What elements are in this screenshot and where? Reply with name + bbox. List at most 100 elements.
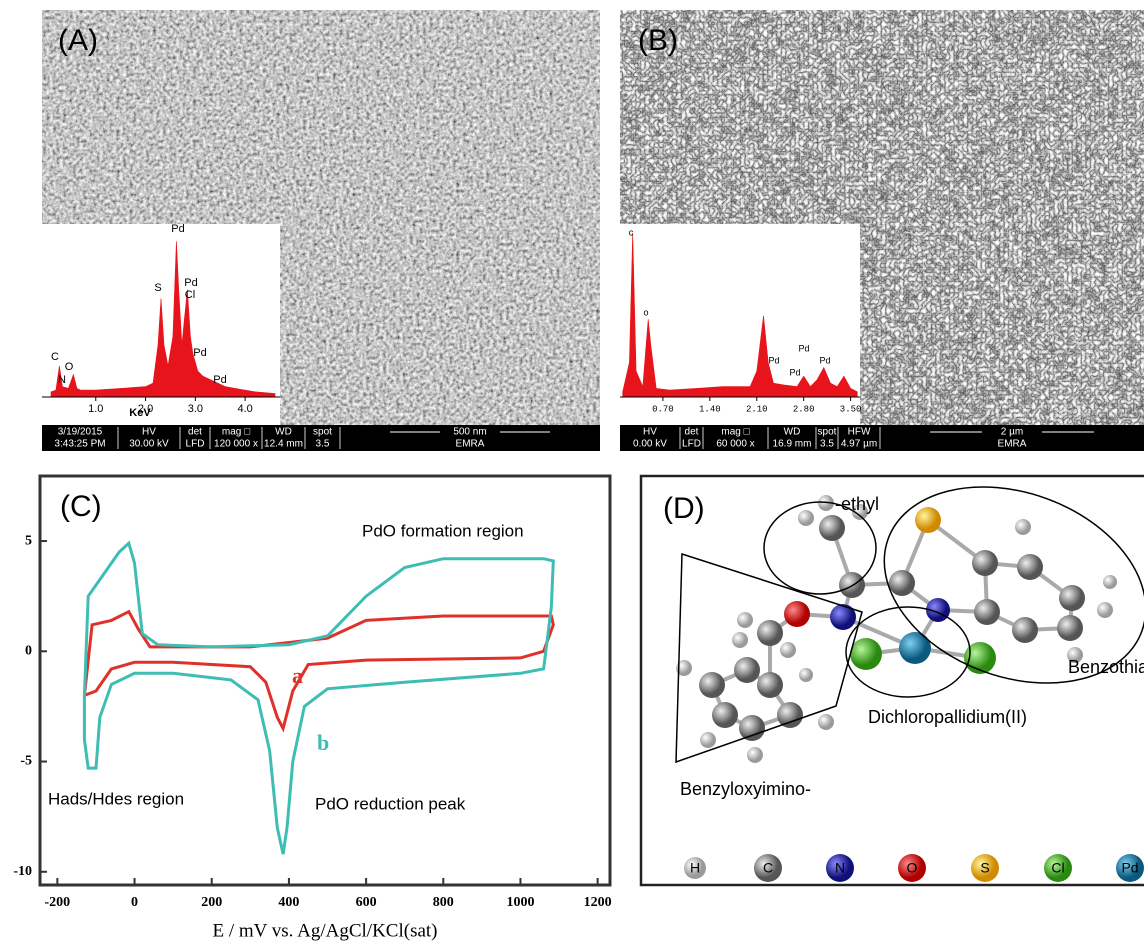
peak-label: Pd: [193, 347, 206, 359]
annotation: PdO formation region: [362, 521, 524, 540]
atom: [1059, 585, 1085, 611]
atom: [798, 510, 814, 526]
info-value: 30.00 kV: [129, 439, 169, 450]
lab-name: EMRA: [456, 439, 485, 450]
legend-label: Pd: [1121, 860, 1138, 876]
info-label: mag □: [222, 427, 250, 438]
atom: [1012, 617, 1038, 643]
plot-frame: [40, 476, 610, 885]
atom: [747, 747, 763, 763]
scale-bar-label: 2 µm: [1001, 427, 1023, 438]
peak-label: c: [629, 227, 634, 237]
y-tick-label: 5: [25, 533, 32, 548]
atom: [737, 612, 753, 628]
lab-name: EMRA: [998, 439, 1027, 450]
x-tick-label: 1.40: [699, 404, 721, 414]
legend-label: N: [835, 860, 845, 876]
atom: [757, 672, 783, 698]
info-label: mag □: [721, 427, 749, 438]
peak-label: Pd: [184, 277, 197, 289]
atom: [712, 702, 738, 728]
peak-label: Pd: [789, 367, 800, 377]
atom: [1015, 519, 1031, 535]
series-label: a: [292, 663, 303, 688]
atom: [700, 732, 716, 748]
atom: [889, 570, 915, 596]
group-label: Dichloropallidium(II): [868, 707, 1027, 727]
atom: [734, 657, 760, 683]
atom: [818, 714, 834, 730]
legend-label: H: [690, 860, 700, 876]
info-value: LFD: [186, 439, 205, 450]
group-label: -ethyl: [835, 494, 879, 514]
info-value: 3:43:25 PM: [54, 439, 105, 450]
x-tick-label: 0.70: [652, 404, 674, 414]
info-label: det: [188, 427, 202, 438]
atom: [1103, 575, 1117, 589]
info-label: spot: [313, 427, 332, 438]
y-tick-label: 0: [25, 644, 32, 659]
peak-label: C: [51, 351, 59, 363]
info-label: WD: [784, 427, 801, 438]
series-label: b: [317, 730, 329, 755]
annotation: PdO reduction peak: [315, 794, 466, 813]
atom: [850, 638, 882, 670]
peak-label: S: [154, 282, 161, 294]
info-label: HFW: [848, 427, 871, 438]
atom: [739, 715, 765, 741]
info-label: WD: [275, 427, 292, 438]
x-tick-label: 3.50: [840, 404, 862, 414]
legend-label: O: [907, 860, 918, 876]
atom: [1017, 554, 1043, 580]
info-value: 120 000 x: [214, 439, 258, 450]
peak-label: Pd: [171, 223, 184, 235]
info-value: 12.4 mm: [264, 439, 303, 450]
group-label: Benzyloxyimino-: [680, 779, 811, 799]
x-tick-label: 2.10: [746, 404, 768, 414]
atom: [915, 507, 941, 533]
x-tick-label: 1200: [584, 895, 612, 910]
figure: -ethyl Benzothiazole Dichloropallidium(II)…: [0, 0, 1144, 946]
atom: [899, 632, 931, 664]
group-label: Benzothiazole: [1068, 657, 1144, 677]
atom: [1057, 615, 1083, 641]
peak-label: Pd: [213, 374, 226, 386]
y-tick-label: -10: [13, 864, 32, 879]
atom: [819, 515, 845, 541]
info-value: 3.5: [316, 439, 330, 450]
panel-label: (D): [663, 492, 705, 525]
peak-label: Pd: [768, 355, 779, 365]
x-tick-label: 200: [201, 895, 222, 910]
peak-label: Pd: [798, 343, 809, 353]
x-axis-label: E / mV vs. Ag/AgCl/KCl(sat): [212, 920, 437, 941]
legend-label: C: [763, 860, 773, 876]
info-label: HV: [643, 427, 657, 438]
legend-label: S: [980, 860, 989, 876]
info-value: 3.5: [820, 439, 834, 450]
peak-label: Cl: [185, 289, 195, 301]
x-tick-label: 4.0: [237, 403, 252, 415]
atom: [799, 668, 813, 682]
atom: [1097, 602, 1113, 618]
annotation: Hads/Hdes region: [48, 789, 184, 808]
atom: [972, 550, 998, 576]
info-value: LFD: [682, 439, 701, 450]
atom: [732, 632, 748, 648]
panel-label: (C): [60, 490, 102, 523]
scale-bar-label: 500 nm: [453, 427, 486, 438]
atom: [830, 604, 856, 630]
x-tick-label: 600: [356, 895, 377, 910]
x-tick-label: 1.0: [88, 403, 103, 415]
x-tick-label: 1000: [506, 895, 534, 910]
peak-label: N: [58, 374, 66, 386]
x-tick-label: 2.80: [793, 404, 815, 414]
x-tick-label: -200: [45, 895, 71, 910]
x-tick-label: 400: [278, 895, 299, 910]
info-label: 3/19/2015: [58, 427, 103, 438]
atom: [777, 702, 803, 728]
y-tick-label: -5: [20, 754, 32, 769]
info-value: 4.97 µm: [841, 439, 877, 450]
atom: [974, 599, 1000, 625]
info-label: spot: [818, 427, 837, 438]
x-axis-label: KeV: [129, 407, 151, 419]
